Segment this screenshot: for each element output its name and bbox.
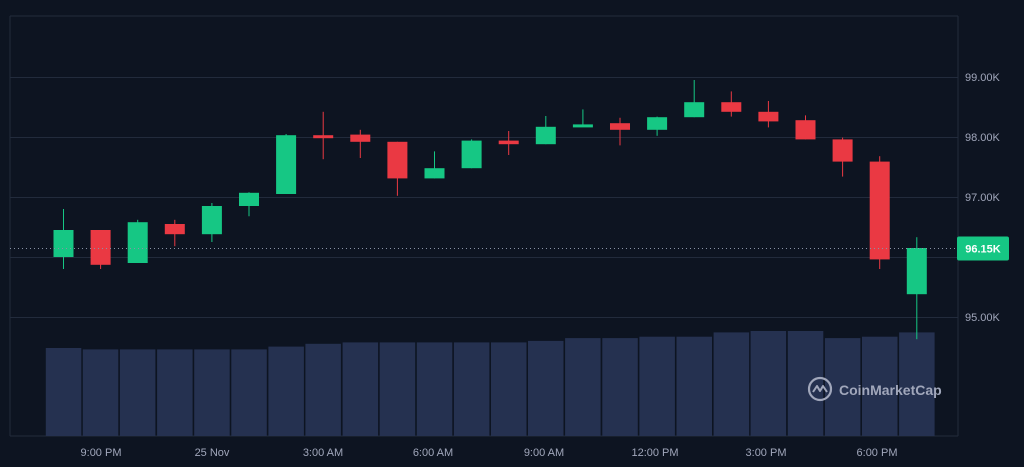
candle-down[interactable] [350, 129, 371, 158]
candle-body [572, 124, 593, 128]
current-price-badge: 96.15K [957, 236, 1009, 261]
volume-bar [268, 346, 304, 436]
x-axis-tick-label: 6:00 PM [857, 447, 898, 459]
candle-up[interactable] [127, 219, 148, 263]
candle-body [758, 111, 779, 122]
candle-body [276, 135, 297, 194]
candle-down[interactable] [164, 219, 185, 247]
candle-body [832, 139, 853, 162]
candle-down[interactable] [387, 141, 408, 196]
volume-bars [45, 331, 935, 436]
candle-body [721, 102, 742, 112]
candle-down[interactable] [610, 117, 630, 146]
candle-down[interactable] [869, 156, 890, 269]
volume-bar [342, 342, 379, 436]
candle-body [424, 168, 445, 179]
y-axis-tick-label: 95.00K [965, 312, 1001, 324]
candle-body [350, 134, 371, 142]
candle-up[interactable] [647, 116, 668, 136]
candle-down[interactable] [832, 137, 853, 177]
candle-up[interactable] [424, 151, 445, 179]
volume-bar [82, 349, 119, 436]
volume-bar [602, 338, 638, 436]
volume-bar [565, 338, 601, 436]
x-axis-tick-label: 3:00 AM [303, 447, 343, 459]
candle-down[interactable] [721, 91, 742, 117]
candle-body [461, 140, 482, 169]
volume-bar [305, 343, 341, 436]
brand-watermark: CoinMarketCap [807, 376, 942, 402]
candle-down[interactable] [795, 115, 816, 140]
x-axis-tick-label: 9:00 AM [524, 447, 564, 459]
candle-up[interactable] [53, 209, 74, 269]
volume-bar [231, 349, 267, 436]
y-axis-tick-label: 97.00K [965, 192, 1001, 204]
candle-body [387, 141, 408, 179]
coinmarketcap-logo-icon [807, 376, 833, 402]
candle-down[interactable] [90, 230, 111, 269]
y-axis-tick-label: 99.00K [965, 72, 1001, 84]
x-axis-tick-label: 12:00 PM [631, 447, 678, 459]
candle-up[interactable] [535, 116, 556, 145]
candle-body [127, 222, 148, 263]
candle-up[interactable] [684, 80, 705, 118]
volume-bar [899, 332, 935, 436]
candle-down[interactable] [313, 111, 334, 160]
volume-bar [787, 331, 824, 436]
candle-body [610, 123, 630, 130]
candle-up[interactable] [239, 192, 259, 217]
candle-body [239, 192, 259, 206]
candle-body [201, 206, 222, 235]
volume-bar [416, 342, 453, 436]
candle-body [164, 224, 185, 235]
candle-body [906, 248, 927, 295]
volume-bar [639, 336, 675, 436]
candle-body [795, 120, 816, 140]
candle-up[interactable] [906, 237, 927, 340]
y-axis-labels: 95.00K 97.00K 98.00K 99.00K [965, 72, 1001, 324]
x-axis-labels: 9:00 PM 25 Nov 3:00 AM 6:00 AM 9:00 AM 12:00 … [81, 447, 898, 459]
volume-bar [713, 332, 750, 436]
candle-body [90, 230, 111, 265]
candle-body [313, 135, 334, 139]
volume-bar [194, 349, 230, 436]
x-axis-tick-label: 25 Nov [195, 447, 230, 459]
candle-up[interactable] [572, 109, 593, 128]
current-price-label: 96.15K [965, 244, 1001, 256]
candle-body [684, 102, 705, 118]
x-axis-tick-label: 9:00 PM [81, 447, 122, 459]
volume-bar [491, 342, 527, 436]
x-axis-tick-label: 3:00 PM [746, 447, 787, 459]
volume-bar [157, 349, 193, 436]
x-axis-tick-label: 6:00 AM [413, 447, 453, 459]
volume-bar [119, 349, 156, 436]
volume-bar [379, 342, 416, 436]
candle-body [498, 140, 519, 145]
brand-name: CoinMarketCap [839, 382, 942, 398]
candle-down[interactable] [498, 131, 519, 155]
candle-down[interactable] [758, 101, 779, 128]
candle-body [869, 161, 890, 260]
volume-bar [453, 342, 490, 436]
candles[interactable] [53, 80, 927, 340]
volume-bar [750, 331, 787, 436]
candle-up[interactable] [276, 134, 297, 194]
logo-wave-icon [812, 385, 828, 393]
candle-body [535, 126, 556, 145]
y-axis-tick-label: 98.00K [965, 132, 1001, 144]
candle-body [53, 230, 74, 257]
candle-up[interactable] [461, 139, 482, 169]
volume-bar [45, 348, 82, 436]
candle-up[interactable] [201, 203, 222, 242]
volume-bar [676, 336, 712, 436]
candle-body [647, 117, 668, 130]
volume-bar [528, 340, 564, 436]
volume-bar [862, 336, 898, 436]
